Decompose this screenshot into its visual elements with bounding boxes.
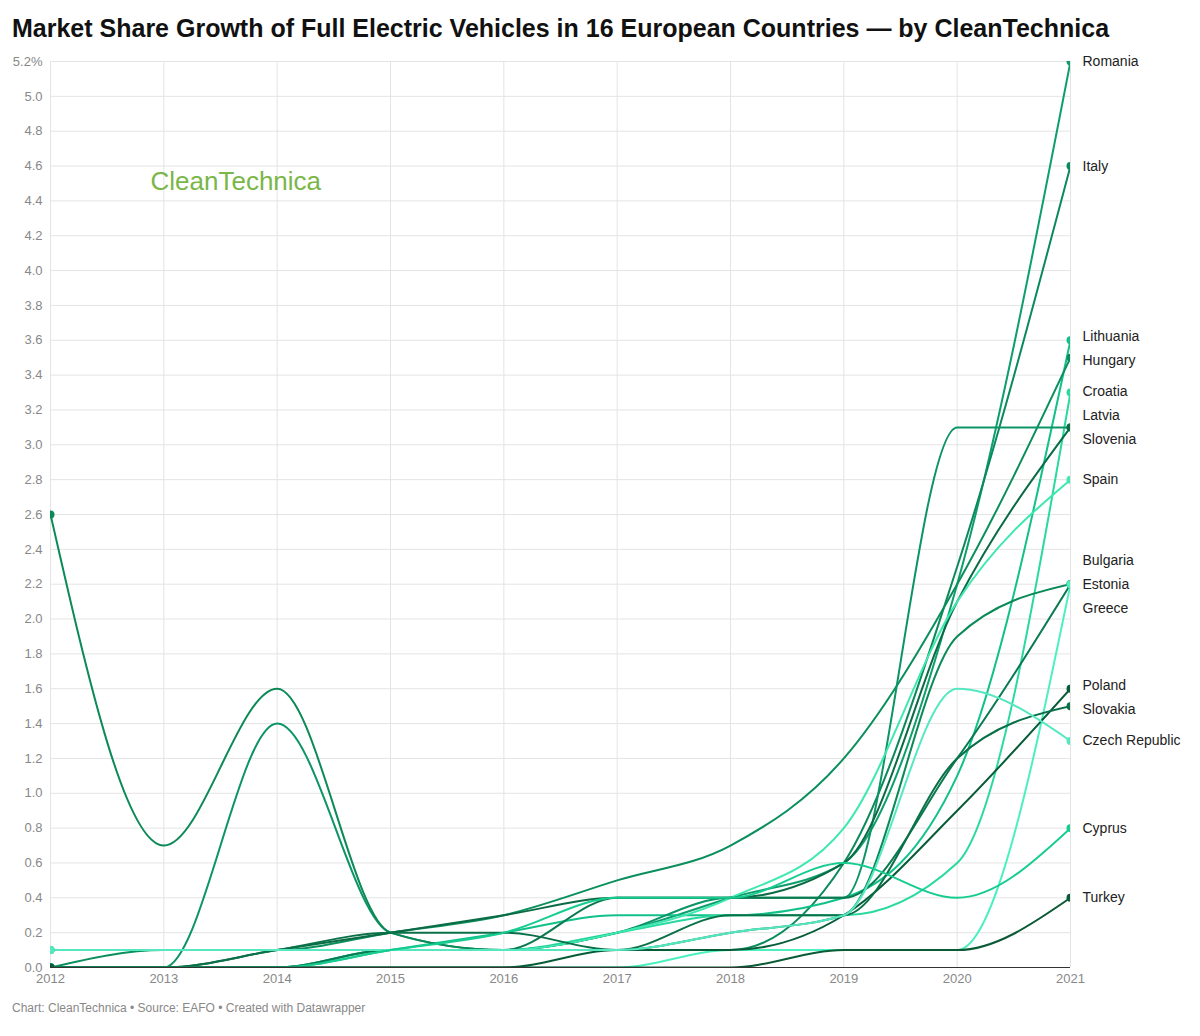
svg-text:Estonia: Estonia <box>1083 576 1130 592</box>
svg-text:2012: 2012 <box>36 971 65 986</box>
svg-text:2.2: 2.2 <box>24 576 42 591</box>
svg-text:Cyprus: Cyprus <box>1083 820 1127 836</box>
svg-text:Greece: Greece <box>1083 600 1129 616</box>
svg-text:Croatia: Croatia <box>1083 383 1128 399</box>
svg-text:2013: 2013 <box>149 971 178 986</box>
html-text:Chart: CleanTechnica • Source:: Chart: CleanTechnica • Source: EAFO • Cr… <box>12 1001 366 1015</box>
svg-text:0.8: 0.8 <box>24 820 42 835</box>
svg-text:Hungary: Hungary <box>1083 352 1136 368</box>
svg-text:5.2%: 5.2% <box>13 54 43 69</box>
svg-text:1.0: 1.0 <box>24 785 42 800</box>
svg-text:2017: 2017 <box>603 971 632 986</box>
svg-text:2.0: 2.0 <box>24 611 42 626</box>
svg-text:Poland: Poland <box>1083 677 1127 693</box>
svg-text:2.4: 2.4 <box>24 542 42 557</box>
svg-text:4.6: 4.6 <box>24 158 42 173</box>
svg-text:Czech Republic: Czech Republic <box>1083 732 1181 748</box>
svg-text:2019: 2019 <box>829 971 858 986</box>
svg-text:3.8: 3.8 <box>24 298 42 313</box>
svg-text:4.8: 4.8 <box>24 123 42 138</box>
svg-text:1.8: 1.8 <box>24 646 42 661</box>
svg-text:2018: 2018 <box>716 971 745 986</box>
svg-text:Italy: Italy <box>1083 158 1109 174</box>
svg-text:Lithuania: Lithuania <box>1083 328 1140 344</box>
svg-text:1.4: 1.4 <box>24 716 42 731</box>
svg-text:2.8: 2.8 <box>24 472 42 487</box>
svg-text:3.2: 3.2 <box>24 402 42 417</box>
svg-text:5.0: 5.0 <box>24 89 42 104</box>
svg-text:Slovenia: Slovenia <box>1083 431 1137 447</box>
svg-text:4.4: 4.4 <box>24 193 42 208</box>
svg-text:3.6: 3.6 <box>24 332 42 347</box>
svg-text:2015: 2015 <box>376 971 405 986</box>
svg-text:0.2: 0.2 <box>24 925 42 940</box>
svg-text:0.4: 0.4 <box>24 890 42 905</box>
svg-text:Latvia: Latvia <box>1083 407 1121 423</box>
svg-text:2020: 2020 <box>943 971 972 986</box>
svg-text:CleanTechnica: CleanTechnica <box>151 166 322 196</box>
svg-text:0.0: 0.0 <box>24 959 43 975</box>
svg-text:3.4: 3.4 <box>24 367 42 382</box>
svg-text:Bulgaria: Bulgaria <box>1083 552 1135 568</box>
svg-text:2016: 2016 <box>489 971 518 986</box>
svg-text:Slovakia: Slovakia <box>1083 701 1136 717</box>
svg-text:2021: 2021 <box>1056 971 1085 986</box>
svg-text:1.6: 1.6 <box>24 681 42 696</box>
svg-text:0.6: 0.6 <box>24 855 42 870</box>
svg-text:3.0: 3.0 <box>24 437 42 452</box>
svg-text:Spain: Spain <box>1083 471 1119 487</box>
svg-text:Romania: Romania <box>1083 53 1139 69</box>
html-text:Market Share Growth of Full El: Market Share Growth of Full Electric Veh… <box>12 14 1110 42</box>
svg-text:2014: 2014 <box>263 971 292 986</box>
svg-text:Turkey: Turkey <box>1083 889 1125 905</box>
svg-text:2.6: 2.6 <box>24 507 42 522</box>
svg-text:4.2: 4.2 <box>24 228 42 243</box>
svg-text:1.2: 1.2 <box>24 751 42 766</box>
svg-text:4.0: 4.0 <box>24 263 42 278</box>
